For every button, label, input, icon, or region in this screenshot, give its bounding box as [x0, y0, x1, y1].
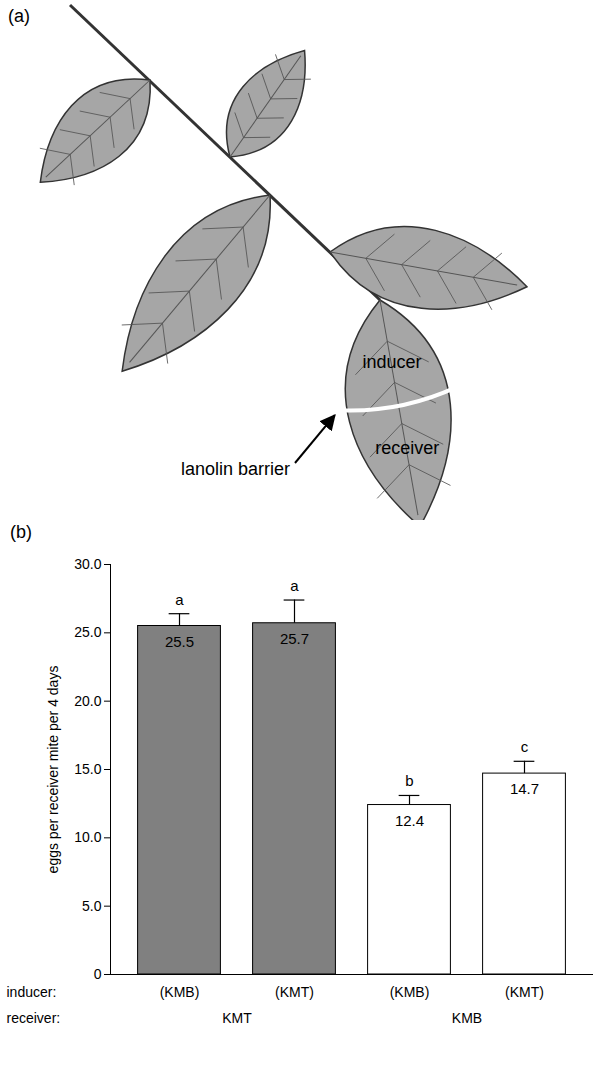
svg-text:a: a — [175, 591, 184, 608]
svg-text:(KMT): (KMT) — [275, 984, 314, 1000]
svg-text:14.7: 14.7 — [510, 780, 539, 797]
svg-text:b: b — [405, 772, 413, 789]
svg-text:25.7: 25.7 — [280, 630, 309, 647]
svg-text:5.0: 5.0 — [82, 898, 102, 914]
svg-text:20.0: 20.0 — [74, 693, 101, 709]
html-text:(b): (b) — [10, 522, 32, 542]
svg-text:receiver: receiver — [375, 438, 439, 458]
svg-text:30.0: 30.0 — [74, 556, 101, 572]
svg-text:inducer: inducer — [362, 352, 421, 372]
svg-text:lanolin barrier: lanolin barrier — [181, 459, 290, 479]
svg-text:inducer:: inducer: — [7, 984, 57, 1000]
svg-text:KMT: KMT — [222, 1010, 252, 1026]
svg-text:25.0: 25.0 — [74, 624, 101, 640]
svg-text:c: c — [521, 738, 529, 755]
svg-text:10.0: 10.0 — [74, 829, 101, 845]
svg-text:KMB: KMB — [452, 1010, 482, 1026]
svg-text:25.5: 25.5 — [165, 633, 194, 650]
svg-text:receiver:: receiver: — [7, 1010, 61, 1026]
svg-text:(KMT): (KMT) — [505, 984, 544, 1000]
svg-text:a: a — [290, 577, 299, 594]
svg-text:12.4: 12.4 — [395, 812, 424, 829]
svg-text:0: 0 — [94, 966, 102, 982]
svg-text:eggs per receiver mite per 4 d: eggs per receiver mite per 4 days — [45, 666, 61, 874]
svg-text:(KMB): (KMB) — [160, 984, 200, 1000]
svg-text:(a): (a) — [8, 6, 30, 26]
svg-text:15.0: 15.0 — [74, 761, 101, 777]
svg-text:(KMB): (KMB) — [390, 984, 430, 1000]
